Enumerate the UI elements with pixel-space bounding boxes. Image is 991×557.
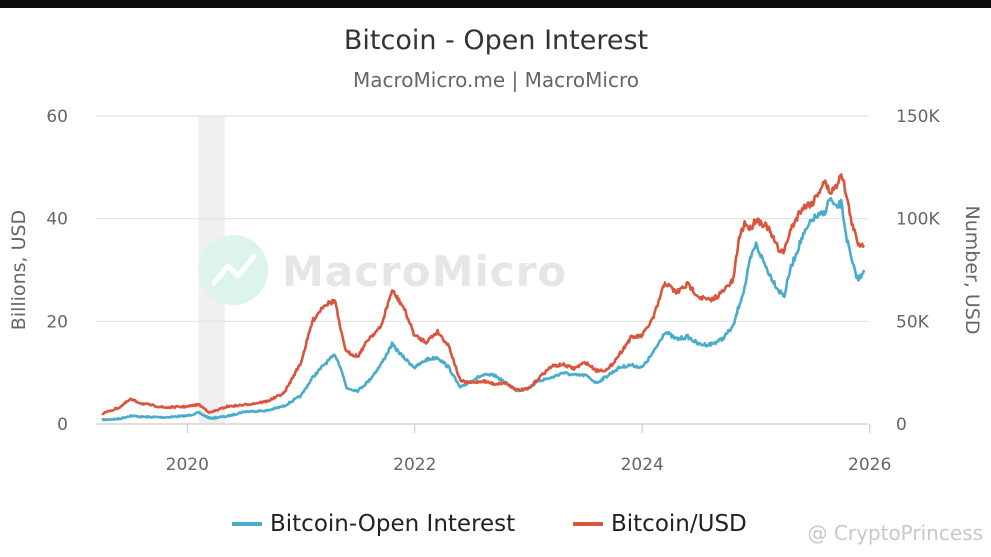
- left-tick-label: 40: [46, 210, 68, 230]
- x-tick-label: 2020: [166, 455, 209, 475]
- left-tick-label: 20: [46, 312, 68, 332]
- left-tick-label: 60: [46, 107, 68, 127]
- top-bar: [0, 0, 991, 8]
- right-tick-label: 0: [896, 415, 907, 435]
- right-axis-title: Number, USD: [961, 205, 983, 334]
- left-axis-title: Billions, USD: [8, 210, 30, 330]
- chart-title: Bitcoin - Open Interest: [344, 25, 648, 56]
- x-tick-label: 2026: [848, 455, 891, 475]
- chart-subtitle: MacroMicro.me | MacroMicro: [353, 68, 639, 92]
- series-line-open-interest: [101, 196, 866, 422]
- watermark-logo-mark: [211, 253, 257, 286]
- x-axis: 2020 2022 2024 2026: [96, 423, 891, 475]
- right-tick-label: 100K: [896, 210, 940, 230]
- legend-item-bitcoin-usd[interactable]: Bitcoin/USD: [573, 511, 747, 537]
- right-axis: 0 50K 100K 150K: [896, 107, 940, 435]
- x-tick-label: 2022: [393, 455, 436, 475]
- left-axis: 0 20 40 60: [46, 107, 68, 435]
- corner-watermark: @ CryptoPrincess: [808, 521, 983, 545]
- legend-label-bitcoin-usd: Bitcoin/USD: [611, 511, 747, 537]
- right-tick-label: 50K: [896, 312, 930, 332]
- left-tick-label: 0: [57, 415, 68, 435]
- legend-item-open-interest[interactable]: Bitcoin-Open Interest: [232, 511, 515, 537]
- legend-label-open-interest: Bitcoin-Open Interest: [270, 511, 515, 537]
- series-line-bitcoin-usd: [101, 173, 866, 416]
- right-tick-label: 150K: [896, 107, 940, 127]
- series-layer: [101, 173, 866, 422]
- watermark: MacroMicro: [198, 235, 567, 305]
- watermark-text: MacroMicro: [282, 247, 567, 296]
- legend: Bitcoin-Open Interest Bitcoin/USD: [232, 511, 747, 537]
- x-tick-label: 2024: [621, 455, 664, 475]
